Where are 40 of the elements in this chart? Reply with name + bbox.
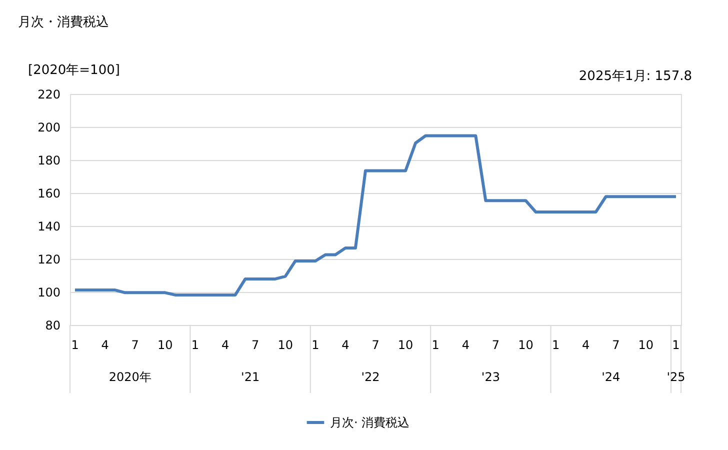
x-tick-label: 7 <box>251 338 260 352</box>
text: '25 <box>666 370 686 384</box>
y-tick-label: 180 <box>38 154 60 168</box>
text: 2025年1月: 157.8 <box>578 69 692 84</box>
x-tick-label: 10 <box>398 338 414 352</box>
x-tick-label: 4 <box>342 338 350 352</box>
text: '23 <box>481 370 500 384</box>
x-tick-label: 10 <box>638 338 654 352</box>
x-tick-label: 1 <box>312 338 320 352</box>
y-tick-label: 220 <box>38 88 60 102</box>
y-tick-label: 80 <box>45 318 60 332</box>
x-tick-label: 4 <box>462 338 470 352</box>
x-tick-label: 1 <box>432 338 440 352</box>
text: '21 <box>241 370 260 384</box>
x-tick-label: 7 <box>131 338 139 352</box>
text: '22 <box>361 370 380 384</box>
x-tick-label: 4 <box>221 338 230 352</box>
x-tick-label: 10 <box>518 338 534 352</box>
x-tick-label: 7 <box>612 338 620 352</box>
text: '24 <box>602 370 620 384</box>
y-tick-label: 140 <box>38 220 60 234</box>
x-tick-label: 1 <box>71 338 79 352</box>
x-tick-label: 7 <box>372 338 380 352</box>
x-tick-label: 7 <box>492 338 500 352</box>
x-tick-label: 1 <box>672 338 680 352</box>
legend-label: 月次· 消費税込 <box>330 416 410 430</box>
line-series <box>74 134 678 296</box>
x-tick-label: 1 <box>191 338 200 352</box>
x-tick-label: 4 <box>101 338 109 352</box>
text: 2020年 <box>108 370 152 384</box>
y-tick-label: 100 <box>38 286 60 300</box>
x-tick-label: 1 <box>552 338 560 352</box>
y-tick-label: 160 <box>38 186 60 200</box>
y-axis-title: [2020年=100] <box>28 63 120 78</box>
y-tick-label: 200 <box>38 120 60 134</box>
x-tick-label: 10 <box>278 338 293 352</box>
x-tick-label: 10 <box>158 338 173 352</box>
y-tick-label: 120 <box>38 252 60 266</box>
chart-title: 月次・消費税込 <box>18 15 109 30</box>
x-tick-label: 4 <box>582 338 590 352</box>
